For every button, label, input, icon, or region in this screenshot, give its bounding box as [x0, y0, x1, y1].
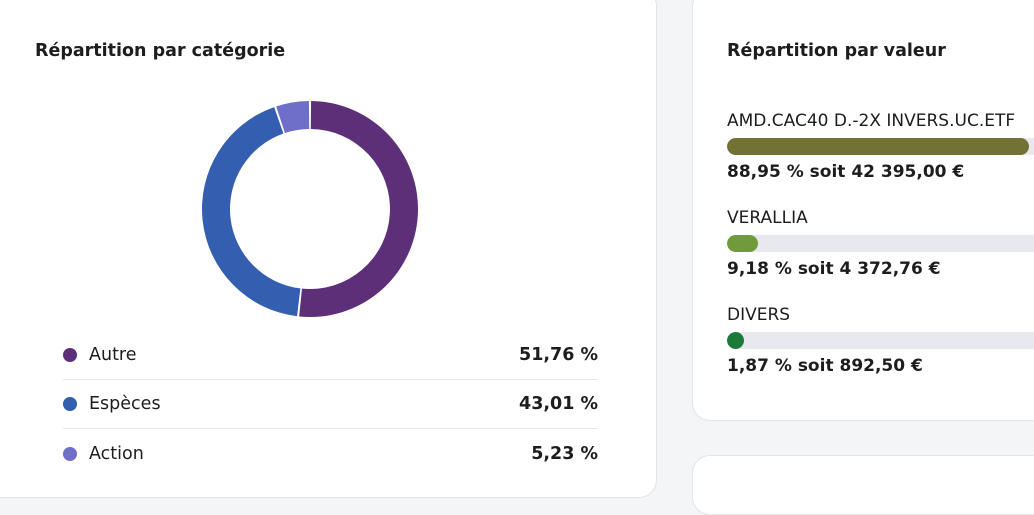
legend-value: 51,76 % — [519, 345, 598, 365]
category-card: Répartition par catégorie Autre 51,76 % … — [0, 0, 657, 498]
donut-slice-2[interactable] — [202, 107, 301, 317]
value-item-share: 88,95 % soit 42 395,00 € — [727, 162, 965, 182]
legend-label: Autre — [89, 345, 137, 365]
progress-track — [727, 332, 1034, 349]
legend-value: 5,23 % — [531, 443, 598, 464]
category-donut-chart — [202, 101, 419, 317]
next-card — [692, 455, 1034, 515]
value-item-name: DIVERS — [727, 305, 791, 325]
legend-row-especes: Espèces 43,01 % — [63, 380, 598, 429]
value-card: Répartition par valeur AMD.CAC40 D.-2X I… — [692, 0, 1034, 421]
donut-slice-1[interactable] — [299, 101, 419, 317]
legend-label: Espèces — [89, 394, 161, 414]
value-item-divers: DIVERS 1,87 % soit 892,50 € — [727, 303, 1034, 378]
legend-dot-icon — [63, 348, 77, 362]
progress-track — [727, 138, 1034, 155]
progress-fill — [727, 138, 1030, 155]
value-item-share: 9,18 % soit 4 372,76 € — [727, 259, 941, 279]
progress-fill — [727, 235, 759, 252]
value-item-amd: AMD.CAC40 D.-2X INVERS.UC.ETF 88,95 % so… — [727, 109, 1034, 184]
legend-row-autre: Autre 51,76 % — [63, 331, 598, 380]
category-card-title: Répartition par catégorie — [35, 41, 286, 61]
legend-value: 43,01 % — [519, 394, 598, 414]
value-item-share: 1,87 % soit 892,50 € — [727, 356, 923, 376]
legend-dot-icon — [63, 397, 77, 411]
progress-fill — [727, 332, 744, 349]
legend-label: Action — [89, 443, 144, 464]
value-item-name: VERALLIA — [727, 208, 808, 228]
value-item-verallia: VERALLIA 9,18 % soit 4 372,76 € — [727, 206, 1034, 281]
progress-track — [727, 235, 1034, 252]
donut-slice-3[interactable] — [276, 101, 310, 134]
value-card-title: Répartition par valeur — [727, 41, 946, 61]
legend-dot-icon — [63, 446, 77, 461]
value-item-name: AMD.CAC40 D.-2X INVERS.UC.ETF — [727, 111, 1016, 131]
legend-row-action: Action 5,23 % — [63, 429, 598, 478]
